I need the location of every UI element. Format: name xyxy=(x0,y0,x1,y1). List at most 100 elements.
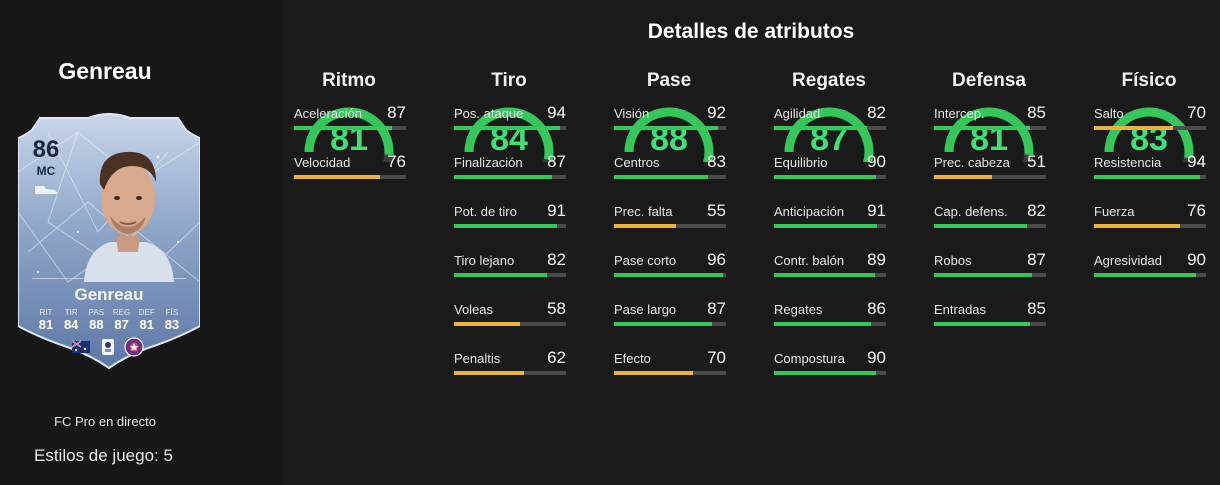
attribute-row[interactable]: Entradas 85 xyxy=(934,299,1046,332)
attribute-value: 70 xyxy=(707,348,726,367)
playstyles-count[interactable]: Estilos de juego: 5 xyxy=(34,446,173,465)
card-programme-label: FC Pro en directo xyxy=(54,414,156,429)
attribute-bar-fill xyxy=(454,175,553,179)
attribute-row[interactable]: Tiro lejano 82 xyxy=(454,250,566,283)
attribute-row[interactable]: Prec. cabeza 51 xyxy=(934,152,1046,185)
attribute-bar-track xyxy=(454,322,566,326)
attribute-bar-fill xyxy=(294,126,393,130)
attribute-row[interactable]: Compostura 90 xyxy=(774,348,886,381)
attribute-bar-fill xyxy=(934,224,1027,228)
attribute-row[interactable]: Velocidad 76 xyxy=(294,152,406,185)
card-badges xyxy=(71,337,144,357)
attribute-label: Finalización xyxy=(454,155,523,170)
card-stat: PAS 88 xyxy=(84,308,108,332)
gauge-arc xyxy=(1104,107,1194,162)
attribute-bar-track xyxy=(454,273,566,277)
attribute-label: Anticipación xyxy=(774,204,845,219)
gauge-fill xyxy=(304,107,394,156)
category-name: Tiro xyxy=(491,70,527,91)
attribute-row[interactable]: Cap. defens. 82 xyxy=(934,201,1046,234)
attribute-label: Prec. cabeza xyxy=(934,155,1010,170)
attribute-row[interactable]: Pos. ataque 94 xyxy=(454,103,566,136)
card-stat-value: 87 xyxy=(114,317,129,332)
attribute-row[interactable]: Salto 70 xyxy=(1094,103,1206,136)
gauge-fill xyxy=(624,107,714,162)
gauge-arc xyxy=(304,107,394,162)
attribute-bar-track xyxy=(934,273,1046,277)
attribute-value: 85 xyxy=(1027,299,1046,318)
attribute-bar-track xyxy=(934,126,1046,130)
attribute-label: Pase corto xyxy=(614,253,677,268)
category-0: Ritmo 81 Aceleración 87 Velocidad 76 xyxy=(282,70,416,179)
attribute-row[interactable]: Pot. de tiro 91 xyxy=(454,201,566,234)
attribute-bar-track xyxy=(614,371,726,375)
card-stats-row: RIT 81 TIR 84 PAS 88 REG 87 DEF 81 FÍS 8… xyxy=(34,308,184,332)
attribute-row[interactable]: Fuerza 76 xyxy=(1094,201,1206,234)
attribute-row[interactable]: Agresividad 90 xyxy=(1094,250,1206,283)
attribute-bar-track xyxy=(774,175,886,179)
attribute-row[interactable]: Pase corto 96 xyxy=(614,250,726,283)
attribute-row[interactable]: Centros 83 xyxy=(614,152,726,185)
category-1: Tiro 84 Pos. ataque 94 Finalización 87 Pot. de… xyxy=(442,70,576,375)
attribute-bar-fill xyxy=(774,273,875,277)
attribute-value: 94 xyxy=(547,103,566,122)
attribute-value: 92 xyxy=(707,103,726,122)
attribute-bar-fill xyxy=(614,126,719,130)
attribute-bar-track xyxy=(934,322,1046,326)
attribute-bar-fill xyxy=(614,175,708,179)
attribute-value: 89 xyxy=(867,250,886,269)
category-name: Defensa xyxy=(952,70,1026,91)
attribute-row[interactable]: Agilidad 82 xyxy=(774,103,886,136)
attribute-row[interactable]: Voleas 58 xyxy=(454,299,566,332)
attribute-value: 82 xyxy=(867,103,886,122)
attribute-row[interactable]: Equilibrio 90 xyxy=(774,152,886,185)
attribute-label: Fuerza xyxy=(1094,204,1135,219)
attribute-bar-fill xyxy=(774,371,876,375)
attribute-label: Pot. de tiro xyxy=(454,204,517,219)
attribute-label: Contr. balón xyxy=(774,253,845,268)
attribute-row[interactable]: Penaltis 62 xyxy=(454,348,566,381)
attributes-panel-title: Detalles de atributos xyxy=(647,20,855,43)
attribute-label: Robos xyxy=(934,253,972,268)
attribute-value: 87 xyxy=(707,299,726,318)
card-stat-label: RIT xyxy=(39,308,53,317)
card-stat-label: DEF xyxy=(138,308,155,317)
gauge-arc xyxy=(944,107,1034,162)
attribute-label: Penaltis xyxy=(454,351,501,366)
player-card[interactable]: 86 MC Genreau RIT 81 TIR 84 xyxy=(18,112,200,370)
attribute-value: 82 xyxy=(547,250,566,269)
attribute-row[interactable]: Prec. falta 55 xyxy=(614,201,726,234)
card-stat-label: TIR xyxy=(64,308,78,317)
attribute-value: 87 xyxy=(547,152,566,171)
attribute-bar-fill xyxy=(454,126,561,130)
attribute-label: Aceleración xyxy=(294,106,362,121)
attribute-row[interactable]: Finalización 87 xyxy=(454,152,566,185)
attribute-row[interactable]: Aceleración 87 xyxy=(294,103,406,136)
attribute-row[interactable]: Pase largo 87 xyxy=(614,299,726,332)
attribute-row[interactable]: Regates 86 xyxy=(774,299,886,332)
gauge-fill xyxy=(944,107,1034,156)
attribute-row[interactable]: Anticipación 91 xyxy=(774,201,886,234)
category-4: Defensa 81 Intercep. 85 Prec. cabeza 51 Cap. d… xyxy=(922,70,1056,326)
attribute-label: Visión xyxy=(614,106,650,121)
card-player-name: Genreau xyxy=(74,285,144,304)
attribute-value: 90 xyxy=(867,348,886,367)
card-stat-value: 88 xyxy=(89,317,104,332)
card-stat: REG 87 xyxy=(110,308,134,332)
attribute-row[interactable]: Resistencia 94 xyxy=(1094,152,1206,185)
category-gauge: 84 xyxy=(460,102,558,162)
attribute-row[interactable]: Contr. balón 89 xyxy=(774,250,886,283)
nation-flag-icon xyxy=(71,340,90,353)
attribute-row[interactable]: Intercep. 85 xyxy=(934,103,1046,136)
attribute-bar-fill xyxy=(1094,126,1174,130)
attribute-row[interactable]: Robos 87 xyxy=(934,250,1046,283)
attribute-bar-fill xyxy=(454,273,547,277)
attribute-row[interactable]: Efecto 70 xyxy=(614,348,726,381)
attribute-row[interactable]: Visión 92 xyxy=(614,103,726,136)
attribute-bar-fill xyxy=(1094,224,1181,228)
attribute-value: 83 xyxy=(707,152,726,171)
card-stat-value: 84 xyxy=(63,317,79,332)
league-logo-icon xyxy=(102,339,114,355)
attribute-value: 90 xyxy=(867,152,886,171)
attribute-bar-fill xyxy=(934,175,992,179)
